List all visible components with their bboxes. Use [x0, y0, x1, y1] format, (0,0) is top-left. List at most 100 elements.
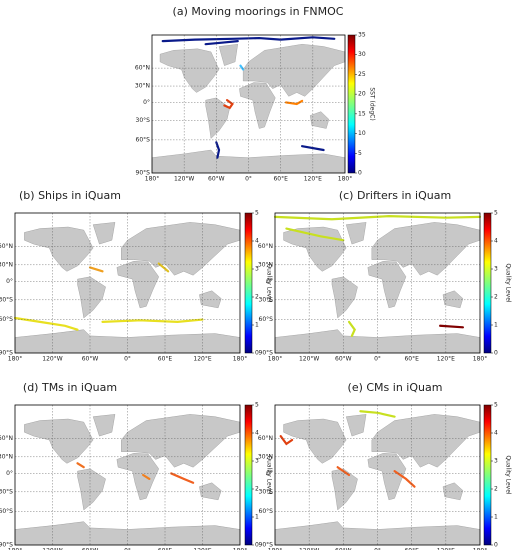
track [240, 66, 243, 70]
lon-label: 180° [8, 548, 22, 550]
colorbar [483, 404, 492, 546]
lon-label: 180° [233, 356, 247, 363]
colorbar-tick-label: 25 [358, 71, 366, 78]
panel-title: (a) Moving moorings in FNMOC [173, 5, 344, 18]
lat-label: 30°N [0, 453, 13, 460]
lat-label: 60°S [136, 136, 151, 143]
colorbar-tick-label: 0 [255, 350, 259, 357]
lat-label: 30°N [258, 261, 273, 268]
colorbar-tick-label: 1 [255, 322, 259, 329]
track [206, 41, 238, 44]
track [360, 411, 394, 416]
lat-label: 60°S [259, 508, 274, 515]
colorbar-tick-label: 1 [494, 322, 498, 329]
colorbar-tick-label: 2 [255, 294, 259, 301]
lon-label: 180° [473, 356, 487, 363]
colorbar-tick-label: 0 [255, 542, 259, 549]
colorbar-label: SST (degC) [369, 87, 376, 120]
lat-label: 0° [143, 99, 150, 106]
colorbar-tick-label: 2 [494, 486, 498, 493]
colorbar [244, 404, 253, 546]
colorbar [244, 212, 253, 354]
lat-label: 0° [6, 470, 13, 477]
track [286, 229, 343, 241]
colorbar-tick-label: 4 [255, 238, 259, 245]
lon-label: 60°W [208, 176, 225, 183]
lat-label: 60°N [258, 243, 273, 250]
lat-label: 60°S [259, 316, 274, 323]
lat-label: 60°N [258, 435, 273, 442]
lon-label: 60°E [158, 356, 173, 363]
track [302, 146, 323, 150]
colorbar-label: Quality Level [505, 455, 512, 495]
lon-label: 120°E [193, 548, 211, 550]
lat-label: 60°S [0, 508, 13, 515]
lon-label: 60°W [82, 356, 99, 363]
lon-label: 60°E [404, 548, 419, 550]
map-frame [274, 212, 481, 354]
colorbar-tick-label: 20 [358, 91, 366, 98]
track [224, 100, 232, 108]
lat-label: 90°S [0, 542, 13, 549]
colorbar-tick-label: 1 [255, 514, 259, 521]
map-frame [14, 212, 241, 354]
colorbar-tick-label: 4 [494, 430, 498, 437]
colorbar-tick-label: 3 [494, 266, 498, 273]
lon-label: 0° [245, 176, 252, 183]
lat-label: 30°N [0, 261, 13, 268]
lon-label: 60°W [82, 548, 99, 550]
map-frame [14, 404, 241, 546]
lat-label: 0° [6, 278, 13, 285]
colorbar-tick-label: 15 [358, 110, 366, 117]
colorbar-tick-label: 2 [494, 294, 498, 301]
colorbar-tick-label: 5 [255, 210, 259, 217]
lat-label: 0° [266, 470, 273, 477]
panel-title: (c) Drifters in iQuam [339, 189, 451, 202]
colorbar-tick-label: 1 [494, 514, 498, 521]
track [171, 473, 193, 482]
panel-title: (d) TMs in iQuam [23, 381, 117, 394]
colorbar-tick-label: 4 [494, 238, 498, 245]
map-frame [151, 34, 346, 174]
lat-label: 90°S [259, 350, 274, 357]
colorbar-tick-label: 10 [358, 130, 366, 137]
track [281, 436, 292, 444]
colorbar-tick-label: 0 [358, 170, 362, 177]
colorbar [347, 34, 356, 174]
colorbar-tick-label: 5 [255, 402, 259, 409]
lon-label: 180° [8, 356, 22, 363]
track [440, 326, 463, 328]
colorbar [483, 212, 492, 354]
lon-label: 60°W [335, 548, 352, 550]
track [216, 142, 219, 157]
lat-label: 30°N [258, 453, 273, 460]
colorbar-tick-label: 4 [255, 430, 259, 437]
colorbar-label: Quality Level [266, 263, 273, 303]
panel-title: (b) Ships in iQuam [19, 189, 121, 202]
lon-label: 0° [124, 356, 131, 363]
colorbar-tick-label: 5 [494, 210, 498, 217]
track [275, 216, 480, 219]
lon-label: 120°W [299, 548, 319, 550]
lon-label: 180° [268, 548, 282, 550]
lon-label: 120°E [437, 356, 455, 363]
lat-label: 60°S [0, 316, 13, 323]
lon-label: 120°E [193, 356, 211, 363]
lon-label: 180° [233, 548, 247, 550]
lat-label: 60°N [0, 243, 13, 250]
lat-label: 90°S [0, 350, 13, 357]
track [349, 322, 355, 336]
lon-label: 120°W [42, 548, 62, 550]
colorbar-tick-label: 2 [255, 486, 259, 493]
lon-label: 60°W [335, 356, 352, 363]
lon-label: 180° [473, 548, 487, 550]
colorbar-tick-label: 0 [494, 350, 498, 357]
lat-label: 30°S [136, 117, 151, 124]
track [90, 267, 103, 271]
colorbar-tick-label: 3 [255, 266, 259, 273]
track [143, 475, 149, 479]
colorbar-tick-label: 30 [358, 51, 366, 58]
lon-label: 180° [145, 176, 159, 183]
colorbar-tick-label: 5 [494, 402, 498, 409]
colorbar-tick-label: 5 [358, 150, 362, 157]
